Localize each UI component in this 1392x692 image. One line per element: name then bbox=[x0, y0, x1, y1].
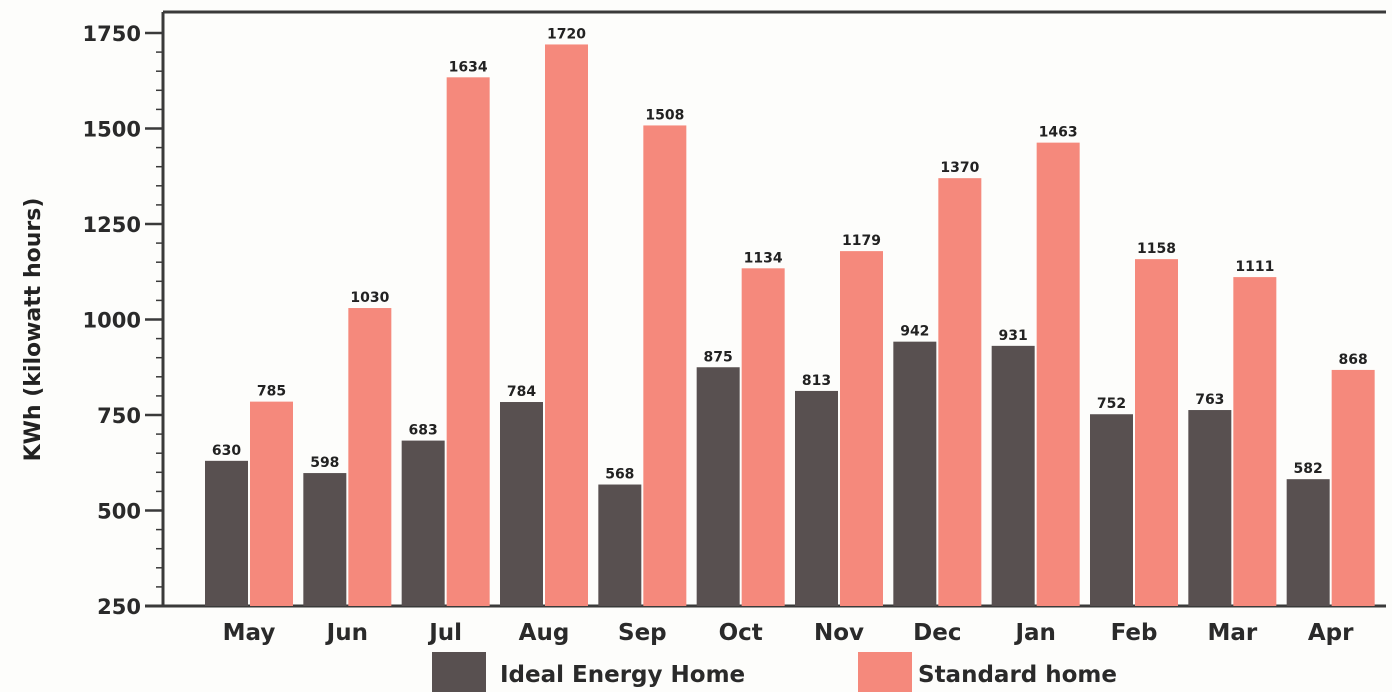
data-label-ideal-jul: 683 bbox=[409, 423, 438, 439]
data-label-standard-may: 785 bbox=[257, 384, 286, 400]
data-label-ideal-aug: 784 bbox=[507, 384, 536, 400]
bar-standard-oct bbox=[741, 268, 785, 606]
data-label-standard-jan: 1463 bbox=[1039, 125, 1078, 141]
bar-ideal-mar bbox=[1188, 410, 1232, 606]
legend-label-standard: Standard home bbox=[918, 662, 1117, 688]
x-tick-label-nov: Nov bbox=[814, 620, 864, 646]
x-tick-label-feb: Feb bbox=[1111, 620, 1158, 646]
y-tick-label: 1000 bbox=[83, 309, 141, 333]
data-label-standard-nov: 1179 bbox=[842, 233, 881, 249]
data-label-ideal-nov: 813 bbox=[802, 373, 831, 389]
data-label-standard-aug: 1720 bbox=[547, 26, 586, 42]
bar-ideal-nov bbox=[795, 390, 838, 606]
y-axis-label: KWh (kilowatt hours) bbox=[21, 198, 46, 462]
data-label-ideal-jun: 598 bbox=[310, 455, 339, 471]
x-tick-label-aug: Aug bbox=[519, 620, 570, 646]
data-label-standard-feb: 1158 bbox=[1137, 241, 1176, 257]
bar-ideal-jun bbox=[303, 473, 347, 606]
x-tick-label-mar: Mar bbox=[1207, 620, 1257, 646]
legend: Ideal Energy Home Standard home bbox=[432, 652, 1117, 692]
y-tick-label: 750 bbox=[97, 404, 141, 428]
bar-standard-aug bbox=[545, 44, 588, 606]
bar-ideal-may bbox=[205, 460, 248, 606]
data-label-ideal-apr: 582 bbox=[1294, 461, 1323, 477]
legend-label-ideal: Ideal Energy Home bbox=[500, 662, 745, 688]
data-label-ideal-jan: 931 bbox=[999, 328, 1028, 344]
y-tick-label: 250 bbox=[97, 595, 141, 619]
x-tick-label-jul: Jul bbox=[427, 620, 462, 646]
bar-ideal-jan bbox=[991, 345, 1035, 606]
data-label-ideal-sep: 568 bbox=[605, 467, 634, 483]
data-label-ideal-oct: 875 bbox=[704, 349, 733, 365]
bar-ideal-apr bbox=[1286, 479, 1330, 606]
bar-standard-sep bbox=[643, 125, 687, 606]
x-tick-label-jun: Jun bbox=[325, 620, 368, 646]
labels-layer: 630 785 May 598 1030 Jun 683 1634 Jul 784 1720 Aug 5… bbox=[212, 26, 1368, 646]
x-tick-label-jan: Jan bbox=[1013, 620, 1055, 646]
bar-ideal-dec bbox=[893, 341, 937, 606]
data-label-standard-oct: 1134 bbox=[744, 250, 783, 266]
data-label-ideal-mar: 763 bbox=[1195, 392, 1224, 408]
data-label-standard-sep: 1508 bbox=[645, 107, 684, 123]
x-tick-label-oct: Oct bbox=[719, 620, 763, 646]
x-tick-label-may: May bbox=[223, 620, 276, 646]
bar-standard-mar bbox=[1233, 277, 1277, 606]
x-tick-label-apr: Apr bbox=[1308, 620, 1354, 646]
bar-standard-jun bbox=[348, 308, 392, 606]
x-tick-label-dec: Dec bbox=[913, 620, 961, 646]
data-label-standard-apr: 868 bbox=[1339, 352, 1368, 368]
data-label-standard-dec: 1370 bbox=[940, 160, 979, 176]
bar-standard-apr bbox=[1331, 369, 1375, 606]
data-label-ideal-may: 630 bbox=[212, 443, 241, 459]
legend-swatch-ideal bbox=[432, 652, 486, 692]
data-label-ideal-feb: 752 bbox=[1097, 396, 1126, 412]
bar-ideal-aug bbox=[500, 402, 543, 606]
y-tick-label: 1500 bbox=[83, 118, 141, 142]
bar-standard-feb bbox=[1135, 259, 1178, 606]
y-tick-label: 1750 bbox=[83, 22, 141, 46]
bar-ideal-sep bbox=[598, 484, 642, 606]
bar-ideal-feb bbox=[1090, 414, 1133, 606]
bar-ideal-jul bbox=[401, 440, 445, 606]
x-tick-label-sep: Sep bbox=[618, 620, 667, 646]
data-label-standard-jun: 1030 bbox=[350, 290, 389, 306]
bar-ideal-oct bbox=[696, 367, 740, 606]
data-label-standard-jul: 1634 bbox=[449, 59, 488, 75]
bar-standard-may bbox=[250, 401, 293, 606]
y-tick-label: 500 bbox=[97, 500, 141, 524]
y-tick-label: 1250 bbox=[83, 213, 141, 237]
bars-layer bbox=[205, 44, 1375, 606]
legend-swatch-standard bbox=[858, 652, 912, 692]
data-label-standard-mar: 1111 bbox=[1235, 259, 1274, 275]
bar-standard-jan bbox=[1036, 142, 1080, 606]
data-label-ideal-dec: 942 bbox=[900, 324, 929, 340]
bar-standard-nov bbox=[840, 251, 883, 606]
bar-standard-jul bbox=[446, 77, 490, 606]
bar-standard-dec bbox=[938, 178, 982, 606]
